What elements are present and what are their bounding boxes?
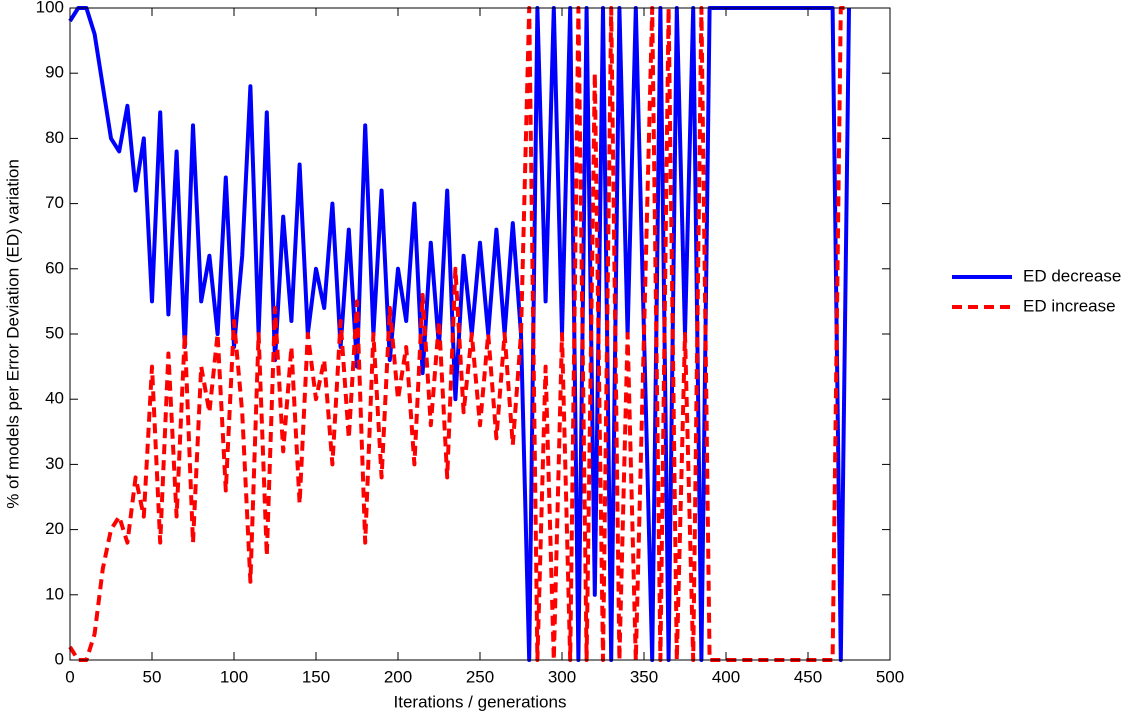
x-tick-label: 100	[220, 667, 248, 686]
y-tick-label: 60	[45, 258, 64, 277]
x-tick-label: 500	[876, 667, 904, 686]
x-tick-label: 150	[302, 667, 330, 686]
x-axis-label: Iterations / generations	[394, 692, 567, 711]
y-tick-label: 80	[45, 128, 64, 147]
y-tick-label: 10	[45, 584, 64, 603]
x-tick-label: 250	[466, 667, 494, 686]
y-tick-label: 40	[45, 389, 64, 408]
y-tick-label: 100	[36, 0, 64, 16]
x-tick-label: 450	[794, 667, 822, 686]
plot-area	[70, 8, 890, 660]
x-tick-label: 200	[384, 667, 412, 686]
x-tick-label: 400	[712, 667, 740, 686]
x-tick-label: 300	[548, 667, 576, 686]
x-tick-label: 50	[143, 667, 162, 686]
x-tick-label: 0	[65, 667, 74, 686]
y-tick-label: 0	[55, 649, 64, 668]
y-tick-label: 30	[45, 454, 64, 473]
y-tick-label: 90	[45, 63, 64, 82]
legend-label: ED increase	[1023, 296, 1116, 315]
legend-label: ED decrease	[1023, 266, 1121, 285]
y-tick-label: 20	[45, 519, 64, 538]
y-tick-label: 70	[45, 193, 64, 212]
y-tick-label: 50	[45, 323, 64, 342]
x-tick-label: 350	[630, 667, 658, 686]
y-axis-label: % of models per Error Deviation (ED) var…	[3, 159, 22, 509]
